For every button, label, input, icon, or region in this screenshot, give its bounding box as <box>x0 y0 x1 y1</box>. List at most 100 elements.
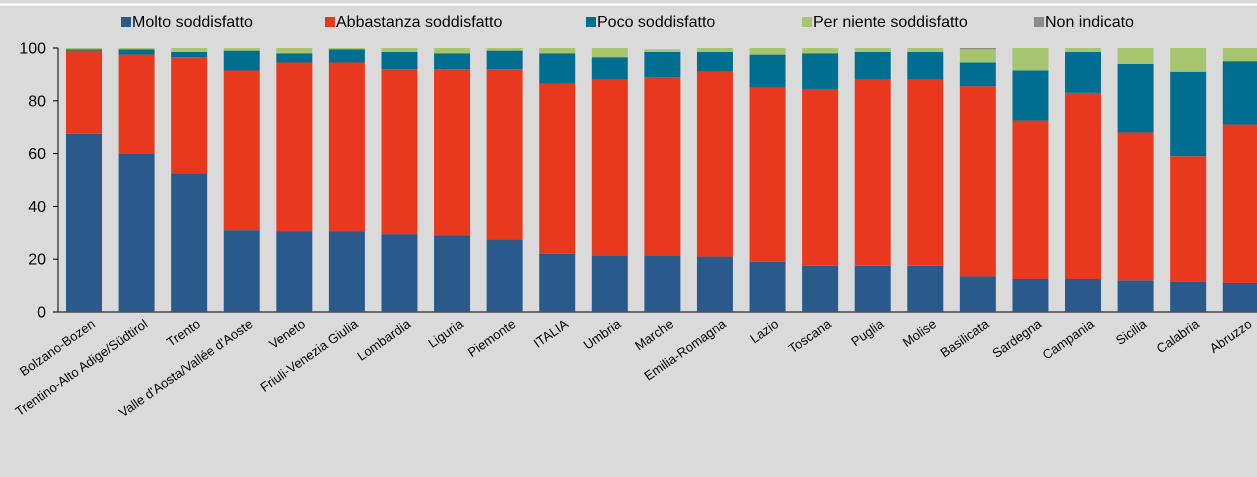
legend-item-abbastanza-soddisfatto: Abbastanza soddisfatto <box>325 14 502 31</box>
bar-emilia-romagna-poco-soddisfatto <box>696 51 733 72</box>
bar-sicilia-per-niente-soddisfatto <box>1117 48 1154 64</box>
bar-bolzano-bozen-abbastanza-soddisfatto <box>66 50 102 134</box>
bar-lombardia-poco-soddisfatto <box>381 51 418 70</box>
bar-veneto-per-niente-soddisfatto <box>276 48 313 54</box>
bar-abruzzo-poco-soddisfatto <box>1222 61 1257 125</box>
bar-campania-abbastanza-soddisfatto <box>1065 92 1102 279</box>
bar-abruzzo-per-niente-soddisfatto <box>1222 48 1257 62</box>
bar-trento-poco-soddisfatto <box>171 51 208 58</box>
y-tick-label: 80 <box>28 93 46 110</box>
bar-sicilia-abbastanza-soddisfatto <box>1117 132 1154 281</box>
bar-italia-molto-soddisfatto <box>539 253 576 312</box>
bar-italia-abbastanza-soddisfatto <box>539 83 576 254</box>
bar-valle-d-aosta-vallee-d-aoste-abbastanza-soddisfatto <box>223 70 260 231</box>
bar-friuli-venezia-giulia-poco-soddisfatto <box>328 49 365 63</box>
bar-molise-per-niente-soddisfatto <box>907 48 944 52</box>
bar-molise-poco-soddisfatto <box>907 51 944 80</box>
y-tick-label: 0 <box>37 305 46 322</box>
bar-friuli-venezia-giulia-molto-soddisfatto <box>328 231 365 312</box>
legend-swatch <box>586 17 596 27</box>
bar-friuli-venezia-giulia-per-niente-soddisfatto <box>328 48 365 50</box>
legend-item-per-niente-soddisfatto: Per niente soddisfatto <box>802 14 968 31</box>
bar-toscana-abbastanza-soddisfatto <box>802 88 839 266</box>
bar-liguria-abbastanza-soddisfatto <box>434 69 471 236</box>
bar-abruzzo-abbastanza-soddisfatto <box>1222 124 1257 283</box>
bar-umbria-molto-soddisfatto <box>591 255 628 312</box>
bar-piemonte-per-niente-soddisfatto <box>486 48 523 51</box>
bar-lazio-abbastanza-soddisfatto <box>749 87 786 262</box>
bar-sardegna-per-niente-soddisfatto <box>1012 48 1049 71</box>
bar-trento-abbastanza-soddisfatto <box>171 57 208 174</box>
bar-basilicata-abbastanza-soddisfatto <box>959 86 996 277</box>
bar-sardegna-poco-soddisfatto <box>1012 70 1049 121</box>
legend-label: Molto soddisfatto <box>132 14 253 31</box>
bar-emilia-romagna-per-niente-soddisfatto <box>696 48 733 52</box>
legend-swatch <box>802 17 812 27</box>
legend-label: Abbastanza soddisfatto <box>336 14 502 31</box>
bar-piemonte-poco-soddisfatto <box>486 50 523 70</box>
y-tick-label: 60 <box>28 146 46 163</box>
bar-veneto-poco-soddisfatto <box>276 53 313 63</box>
bar-umbria-per-niente-soddisfatto <box>591 48 628 58</box>
bar-sicilia-poco-soddisfatto <box>1117 63 1154 133</box>
bar-campania-poco-soddisfatto <box>1065 51 1102 93</box>
bar-valle-d-aosta-vallee-d-aoste-per-niente-soddisfatto <box>223 48 260 51</box>
bar-bolzano-bozen-poco-soddisfatto <box>66 49 102 51</box>
bar-toscana-molto-soddisfatto <box>802 265 839 312</box>
bar-liguria-per-niente-soddisfatto <box>434 48 471 54</box>
bar-lazio-per-niente-soddisfatto <box>749 48 786 55</box>
bar-molise-abbastanza-soddisfatto <box>907 79 944 266</box>
legend-swatch <box>325 17 335 27</box>
legend-swatch <box>1034 17 1044 27</box>
bar-calabria-abbastanza-soddisfatto <box>1170 156 1207 282</box>
bar-campania-molto-soddisfatto <box>1065 279 1102 312</box>
bar-bolzano-bozen-per-niente-soddisfatto <box>66 48 102 50</box>
bar-italia-per-niente-soddisfatto <box>539 48 576 54</box>
bar-toscana-per-niente-soddisfatto <box>802 48 839 54</box>
bar-marche-abbastanza-soddisfatto <box>644 77 681 256</box>
bar-lazio-molto-soddisfatto <box>749 261 786 312</box>
legend-item-non-indicato: Non indicato <box>1034 14 1134 31</box>
bar-emilia-romagna-abbastanza-soddisfatto <box>696 71 733 257</box>
bar-umbria-abbastanza-soddisfatto <box>591 79 628 256</box>
bar-bolzano-bozen-molto-soddisfatto <box>66 133 102 312</box>
legend: Molto soddisfatto Abbastanza soddisfatto P… <box>121 14 1134 31</box>
legend-label: Poco soddisfatto <box>597 14 715 31</box>
bar-toscana-poco-soddisfatto <box>802 53 839 89</box>
legend-label: Per niente soddisfatto <box>813 14 968 31</box>
legend-label: Non indicato <box>1045 14 1134 31</box>
bar-trento-molto-soddisfatto <box>171 173 208 312</box>
bar-liguria-molto-soddisfatto <box>434 235 471 312</box>
bar-piemonte-molto-soddisfatto <box>486 239 523 312</box>
legend-swatch <box>121 17 131 27</box>
bar-umbria-poco-soddisfatto <box>591 57 628 80</box>
bar-trentino-alto-adige-sudtirol-abbastanza-soddisfatto <box>118 54 155 154</box>
bar-campania-per-niente-soddisfatto <box>1065 48 1102 52</box>
bar-marche-molto-soddisfatto <box>644 255 681 312</box>
bar-lombardia-per-niente-soddisfatto <box>381 48 418 52</box>
legend-item-molto-soddisfatto: Molto soddisfatto <box>121 14 253 31</box>
bar-valle-d-aosta-vallee-d-aoste-molto-soddisfatto <box>223 230 260 312</box>
bar-valle-d-aosta-vallee-d-aoste-poco-soddisfatto <box>223 50 260 71</box>
bar-trentino-alto-adige-sudtirol-molto-soddisfatto <box>118 153 155 312</box>
bars-group <box>66 48 1257 312</box>
bar-emilia-romagna-molto-soddisfatto <box>696 256 733 312</box>
y-tick-label: 20 <box>28 252 46 269</box>
bar-trentino-alto-adige-sudtirol-poco-soddisfatto <box>118 49 155 55</box>
bar-trento-per-niente-soddisfatto <box>171 48 208 52</box>
bar-puglia-per-niente-soddisfatto <box>854 48 891 52</box>
bar-basilicata-poco-soddisfatto <box>959 62 996 87</box>
bar-calabria-per-niente-soddisfatto <box>1170 48 1207 72</box>
bar-trentino-alto-adige-sudtirol-per-niente-soddisfatto <box>118 48 155 50</box>
y-tick-label: 40 <box>28 199 46 216</box>
bar-lombardia-abbastanza-soddisfatto <box>381 69 418 235</box>
bar-molise-molto-soddisfatto <box>907 265 944 312</box>
bar-sardegna-abbastanza-soddisfatto <box>1012 120 1049 279</box>
bar-calabria-molto-soddisfatto <box>1170 281 1207 312</box>
bar-abruzzo-molto-soddisfatto <box>1222 282 1257 312</box>
bar-lombardia-molto-soddisfatto <box>381 234 418 312</box>
bar-veneto-abbastanza-soddisfatto <box>276 62 313 232</box>
bar-lazio-poco-soddisfatto <box>749 54 786 88</box>
bar-italia-poco-soddisfatto <box>539 53 576 84</box>
